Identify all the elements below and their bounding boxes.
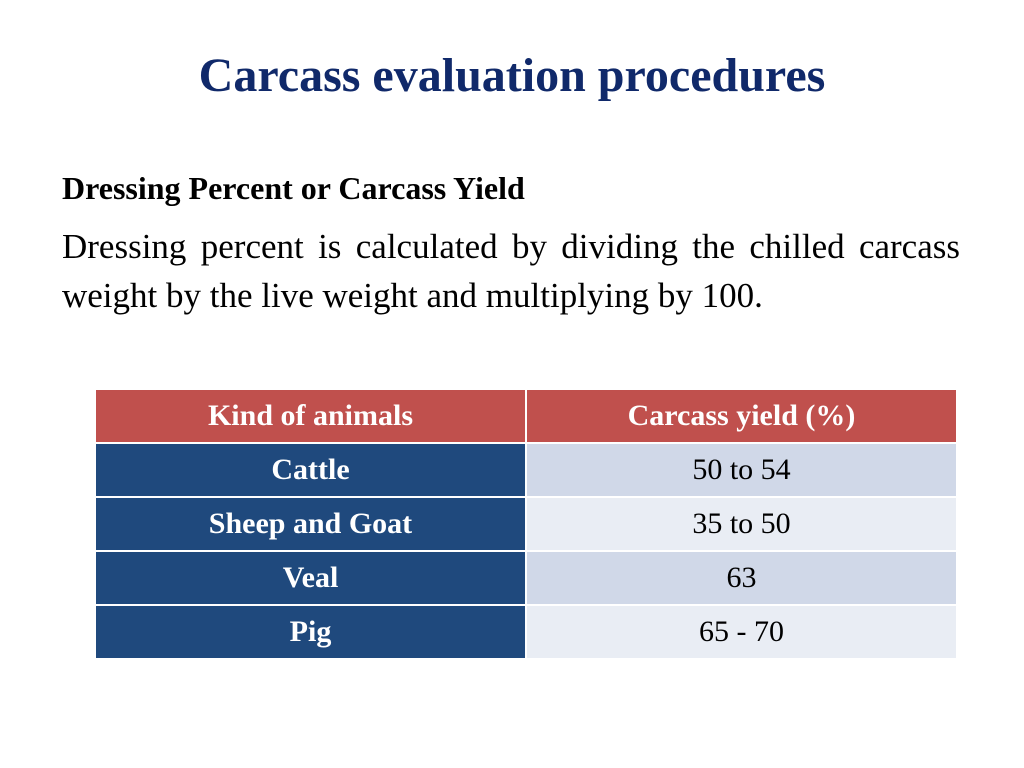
table-row: Sheep and Goat 35 to 50 xyxy=(94,496,958,552)
header-carcass-yield: Carcass yield (%) xyxy=(525,388,958,444)
yield-cell: 35 to 50 xyxy=(525,496,958,552)
table-row: Pig 65 - 70 xyxy=(94,604,958,660)
kind-cell: Cattle xyxy=(94,442,527,498)
slide-title: Carcass evaluation procedures xyxy=(198,49,826,102)
section-heading: Dressing Percent or Carcass Yield xyxy=(62,170,525,206)
carcass-yield-table: Kind of animals Carcass yield (%) Cattle… xyxy=(94,388,958,660)
yield-cell: 50 to 54 xyxy=(525,442,958,498)
yield-cell: 65 - 70 xyxy=(525,604,958,660)
kind-cell: Sheep and Goat xyxy=(94,496,527,552)
yield-cell: 63 xyxy=(525,550,958,606)
body-paragraph: Dressing percent is calculated by dividi… xyxy=(62,227,960,315)
table-header-row: Kind of animals Carcass yield (%) xyxy=(94,388,958,444)
table-row: Veal 63 xyxy=(94,550,958,606)
header-kind-of-animals: Kind of animals xyxy=(94,388,527,444)
kind-cell: Pig xyxy=(94,604,527,660)
kind-cell: Veal xyxy=(94,550,527,606)
table-row: Cattle 50 to 54 xyxy=(94,442,958,498)
